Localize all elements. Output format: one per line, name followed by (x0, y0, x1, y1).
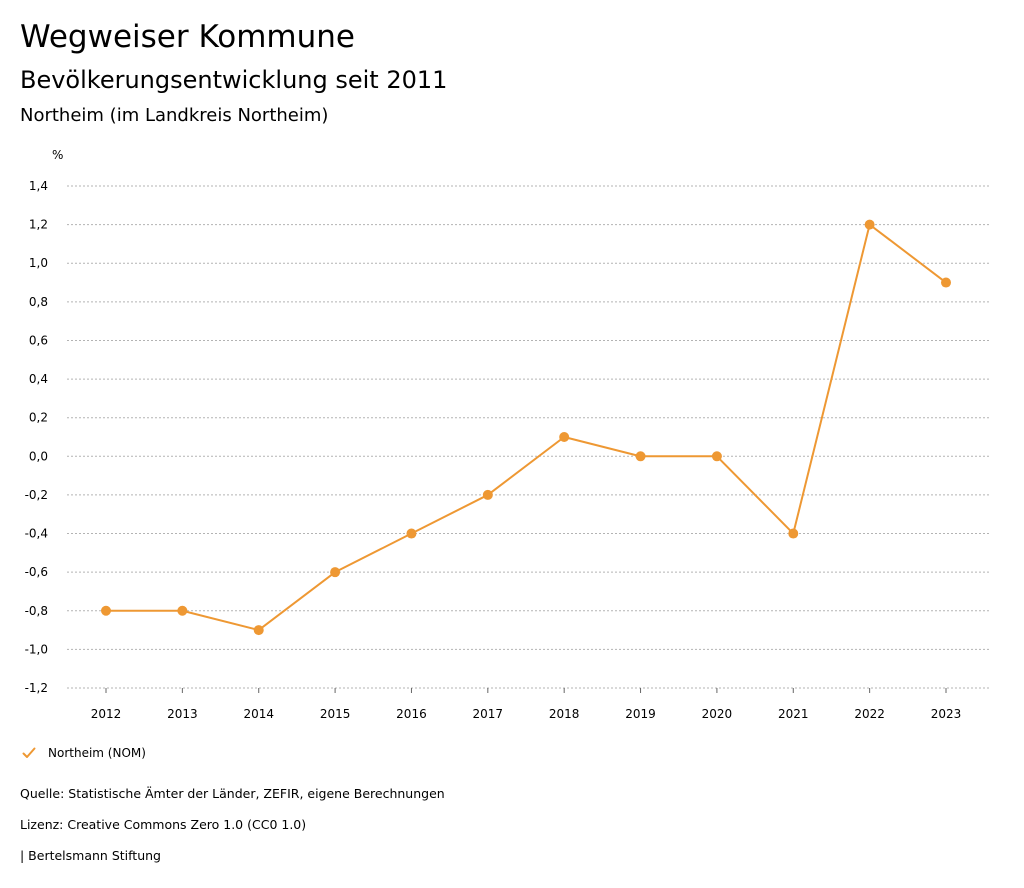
x-tick-label: 2012 (91, 707, 122, 721)
data-point (330, 567, 341, 578)
data-point (635, 451, 646, 462)
y-tick-label: 1,0 (29, 256, 48, 270)
region-label: Northeim (im Landkreis Northeim) (20, 105, 329, 126)
y-tick-label: -0,8 (25, 604, 48, 618)
source-note: Quelle: Statistische Ämter der Länder, Z… (20, 786, 445, 801)
y-axis-ticks: 1,4 1,2 1,0 0,8 0,6 0,4 0,2 0,0 -0,2 -0,4 -0,6 -0,8… (25, 179, 48, 695)
data-point (864, 219, 875, 230)
y-tick-label: 0,4 (29, 372, 48, 386)
chart-subtitle: Bevölkerungsentwicklung seit 2011 (20, 66, 448, 94)
series-line (106, 223, 947, 632)
x-tick-label: 2018 (549, 707, 580, 721)
y-tick-label: 0,2 (29, 411, 48, 425)
data-point (101, 605, 111, 616)
y-tick-label: 0,6 (29, 333, 48, 347)
y-tick-label: -0,6 (25, 565, 48, 579)
x-tick-label: 2013 (167, 707, 198, 721)
data-point (559, 432, 570, 442)
y-axis-unit-label: % (52, 148, 63, 162)
x-tick-label: 2016 (396, 707, 427, 721)
license-note: Lizenz: Creative Commons Zero 1.0 (CC0 1… (20, 817, 307, 832)
data-point (711, 451, 722, 462)
x-tick-label: 2021 (778, 707, 809, 721)
y-tick-label: -1,2 (25, 681, 48, 695)
data-point (788, 528, 799, 539)
y-tick-label: -0,4 (25, 527, 48, 541)
series-northeim (101, 219, 951, 636)
x-tick-label: 2019 (625, 707, 656, 721)
y-tick-label: 1,2 (29, 218, 48, 232)
x-tick-label: 2020 (702, 707, 733, 721)
x-tick-label: 2014 (243, 707, 274, 721)
legend[interactable]: Northeim (NOM) (22, 744, 146, 762)
publisher-note: | Bertelsmann Stiftung (20, 848, 161, 863)
page-title: Wegweiser Kommune (20, 19, 355, 55)
x-tick-label: 2017 (473, 707, 504, 721)
y-tick-label: 0,0 (29, 449, 48, 463)
data-point (253, 625, 264, 636)
y-tick-label: 0,8 (29, 295, 48, 309)
data-point (177, 605, 188, 616)
data-point (482, 489, 493, 500)
x-tick-label: 2015 (320, 707, 351, 721)
y-tick-label: -0,2 (25, 488, 48, 502)
check-icon (22, 747, 36, 758)
data-point (406, 528, 417, 539)
x-tick-label: 2022 (854, 707, 885, 721)
y-tick-label: 1,4 (29, 179, 48, 193)
data-point (941, 277, 951, 288)
x-tick-label: 2023 (931, 707, 962, 721)
legend-label: Northeim (NOM) (48, 746, 146, 760)
y-tick-label: -1,0 (25, 642, 48, 656)
x-axis-ticks: 2012 2013 2014 2015 2016 2017 2018 2019 2020 2021… (91, 688, 962, 721)
line-chart: % 1,4 1,2 1,0 0,8 0,6 0,4 0,2 0,0 -0,2 -0,4 -0,6 -0… (25, 148, 991, 721)
y-gridlines (67, 185, 991, 689)
